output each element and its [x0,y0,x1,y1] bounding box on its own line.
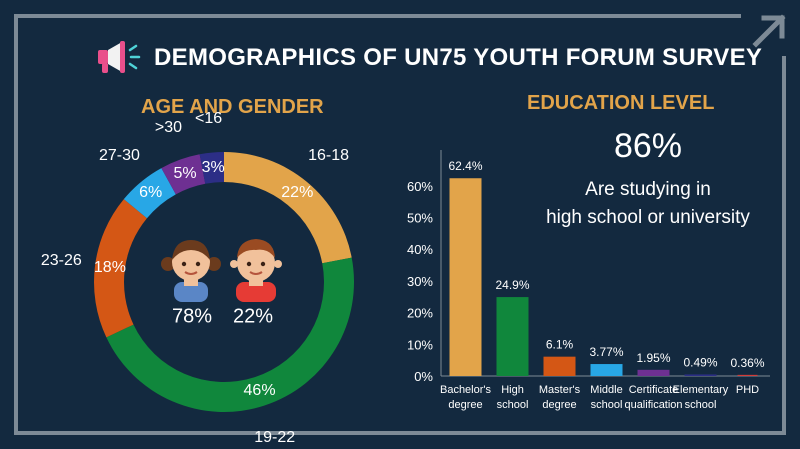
donut-slice-16 [199,152,224,184]
female-percentage: 78% [171,305,213,328]
male-percentage: 22% [232,305,274,328]
slice-percentage: 22% [281,184,314,202]
boy-icon [230,239,282,302]
highlight-stat-line-1: Are studying in [585,179,711,200]
x-category-label: school [497,399,529,411]
slice-age-label: 16-18 [308,146,349,164]
bar-0 [449,178,482,376]
x-category-label: PHD [736,384,759,396]
bar-6 [737,374,758,376]
donut-slice-30 [161,154,206,195]
bar-value-label: 1.95% [636,351,670,365]
y-tick-label: 40% [407,242,433,257]
slice-percentage: 3% [201,158,225,176]
slice-age-label: >30 [154,118,183,136]
x-category-label: Certificate [629,384,679,396]
donut-slice-2326 [93,199,147,338]
page-title: DEMOGRAPHICS OF UN75 YOUTH FORUM SURVEY [154,44,763,71]
bar-value-label: 0.49% [683,355,717,369]
y-tick-label: 20% [407,306,433,321]
bar-value-label: 3.77% [589,345,623,359]
bar-2 [543,356,576,376]
x-category-label: Bachelor's [440,384,492,396]
slice-age-label: <16 [194,109,223,127]
x-category-label: school [685,399,717,411]
bar-value-label: 6.1% [546,338,574,352]
x-category-label: qualification [624,399,682,411]
bar-value-label: 62.4% [448,159,482,173]
x-category-label: degree [542,399,576,411]
y-tick-label: 0% [414,369,433,384]
x-category-label: school [591,399,623,411]
frame-border [14,14,786,435]
header: DEMOGRAPHICS OF UN75 YOUTH FORUM SURVEY [92,36,762,80]
bar-4 [637,369,670,376]
x-category-label: Elementary [673,384,729,396]
y-tick-label: 50% [407,211,433,226]
slice-age-label: 27-30 [98,146,140,164]
highlight-stat-caption: Are studying in high school or universit… [520,176,776,232]
x-category-label: Master's [539,384,581,396]
slice-percentage: 6% [139,184,163,202]
bar-3 [590,364,623,376]
age-gender-title: AGE AND GENDER [141,96,324,118]
highlight-stat-value: 86% [613,127,683,165]
slice-percentage: 5% [173,164,197,182]
page-frame [14,14,786,435]
donut-slice-1922 [106,257,354,412]
bar-1 [496,297,529,376]
donut-slice-1618 [224,152,352,264]
y-tick-label: 30% [407,274,433,289]
donut-slice-2730 [123,168,176,219]
bar-value-label: 0.36% [730,356,764,370]
bar-5 [684,374,717,376]
x-category-label: degree [448,399,482,411]
y-tick-label: 60% [407,179,433,194]
girl-icon [161,240,221,302]
y-tick-label: 10% [407,337,433,352]
highlight-stat-line-2: high school or university [546,207,750,228]
x-category-label: Middle [590,384,622,396]
x-category-label: High [501,384,524,396]
arrow-up-right-icon[interactable] [750,12,788,50]
bar-value-label: 24.9% [495,278,529,292]
slice-percentage: 18% [93,258,126,276]
education-level-title: EDUCATION LEVEL [527,92,715,114]
slice-age-label: 23-26 [40,252,82,270]
megaphone-icon [98,41,141,73]
slice-age-label: 19-22 [254,428,296,446]
slice-percentage: 46% [243,382,276,400]
